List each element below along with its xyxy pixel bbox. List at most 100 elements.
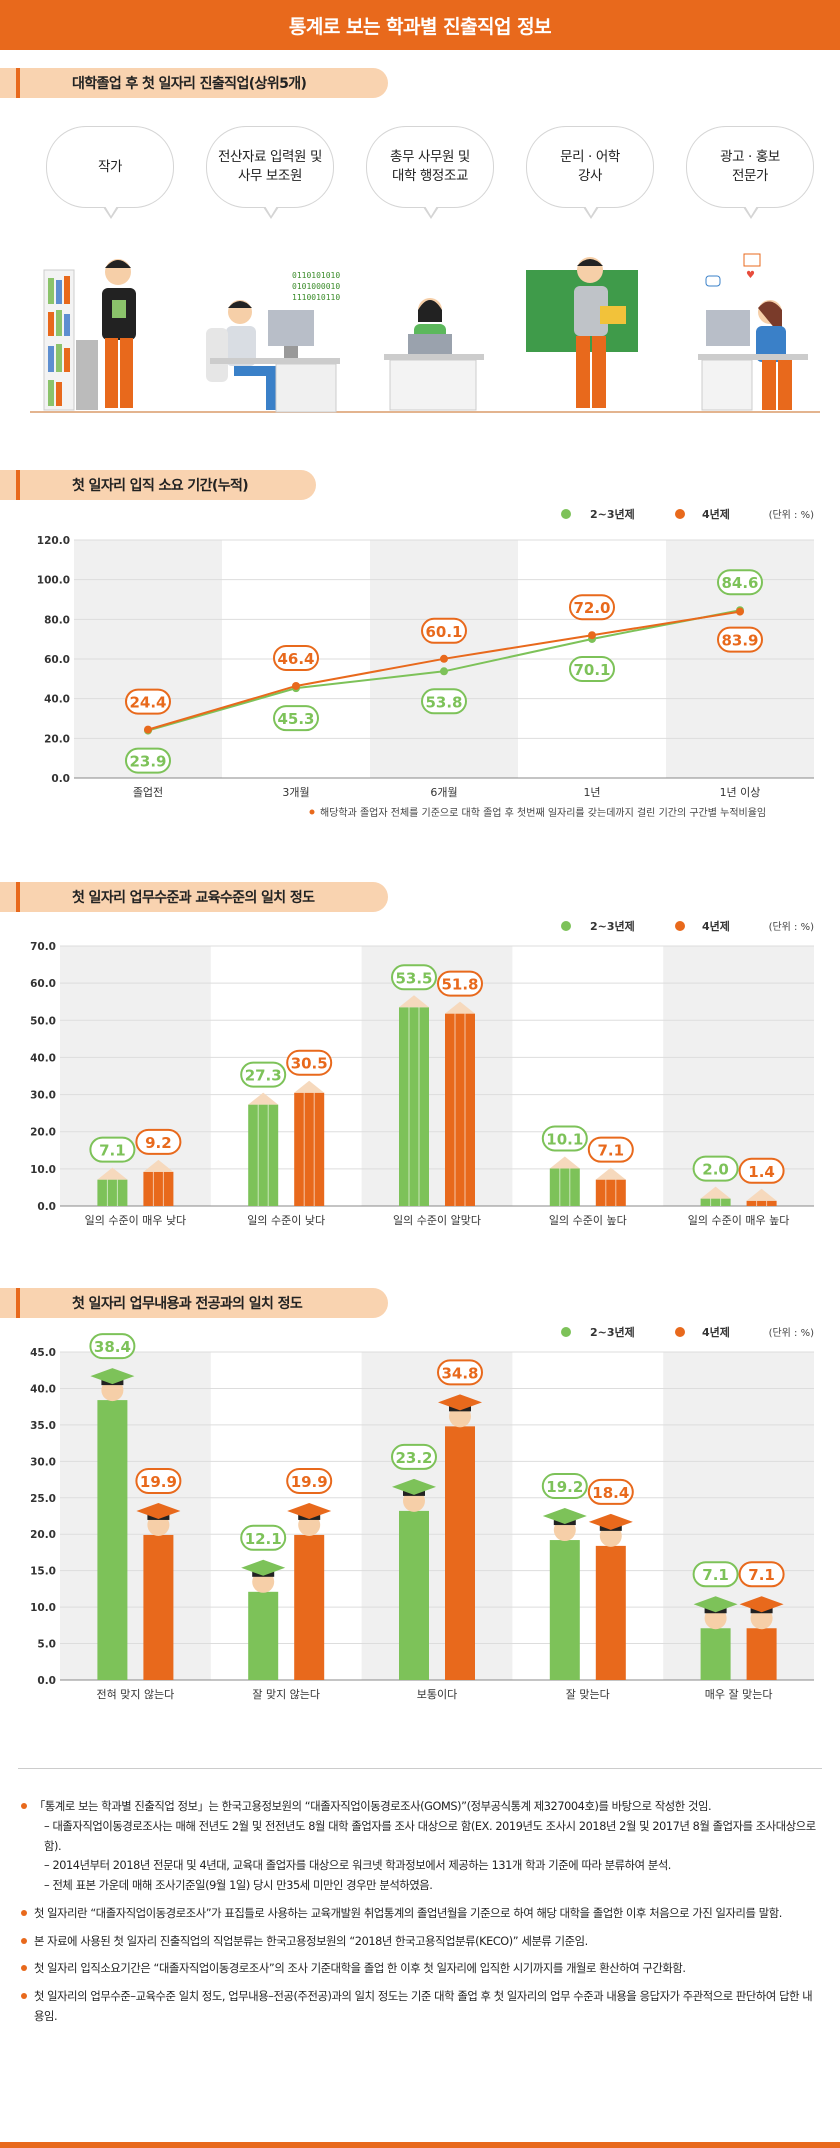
graduate-cap-s1 [392, 1478, 436, 1495]
bar-s2 [445, 1013, 475, 1206]
data-label-s2-box [286, 1049, 333, 1076]
y-tick-label: 20.0 [30, 1127, 56, 1139]
bar-s2 [445, 1426, 475, 1680]
series-point-1 [440, 667, 448, 676]
content-bar-chart: 2~3년제 4년제 (단위 : %) 0.0 5.0 10.0 15.0 20.0 25.0 30… [30, 1325, 815, 1701]
section-level-header: 첫 일자리 업무수준과 교육수준의 일치 정도 [0, 882, 388, 912]
y-tick-label: 80.0 [44, 614, 70, 626]
data-label-s2: 7.1 [748, 1566, 775, 1584]
x-tick-label: 3개월 [282, 786, 309, 799]
job-bubble-3: 총무 사무원 및 대학 행정조교 [366, 126, 494, 219]
pencil-tip-s1 [97, 1167, 128, 1180]
bar-s1 [700, 1198, 731, 1206]
note-text: 「통계로 보는 학과별 진출직업 정보」는 한국고용정보원의 “대졸자직업이동경… [34, 1800, 712, 1813]
pencil-tip-s1 [399, 995, 429, 1008]
y-tick-label: 10.0 [30, 1602, 56, 1614]
job-label-3: 총무 사무원 및 대학 행정조교 [390, 149, 470, 184]
binary-line-2: 0101000010 [292, 282, 340, 291]
bar-s1 [97, 1400, 128, 1680]
series-point-2 [588, 631, 596, 640]
data-label-s1: 2.0 [702, 1161, 729, 1179]
y-tick-label: 15.0 [30, 1566, 56, 1578]
x-tick-label: 잘 맞는다 [566, 1688, 610, 1701]
data-label-s2: 60.1 [425, 623, 462, 641]
bar-s1 [399, 1510, 429, 1680]
ad-expert-figure: ♥ [698, 253, 808, 411]
pencil-tip-s2 [595, 1167, 626, 1180]
job-bubble-4: 문리 · 어학 강사 [526, 126, 654, 219]
data-label-s1-box [391, 1443, 437, 1470]
unit-label: (단위 : %) [769, 1326, 815, 1339]
data-label-s2: 18.4 [592, 1484, 629, 1502]
y-tick-label: 40.0 [44, 694, 70, 706]
data-label-s2: 19.9 [291, 1473, 328, 1491]
data-label-s2: 19.9 [140, 1473, 177, 1491]
data-label-s2: 24.4 [129, 694, 166, 712]
y-tick-label: 120.0 [37, 535, 70, 547]
graduate-cap-s2 [287, 1502, 332, 1519]
series-point-2 [736, 607, 744, 616]
y-tick-label: 0.0 [37, 1201, 56, 1213]
section-content-title: 첫 일자리 업무내용과 전공과의 일치 정도 [72, 1296, 303, 1312]
binary-line-3: 1110010110 [292, 293, 340, 302]
data-label-s1: 10.1 [546, 1130, 583, 1148]
page-title: 통계로 보는 학과별 진출직업 정보 [288, 15, 552, 38]
job-label-5: 광고 · 홍보 전문가 [720, 149, 780, 184]
data-label-s2-box [437, 1359, 483, 1386]
section-period-header: 첫 일자리 입직 소요 기간(누적) [0, 470, 316, 500]
y-tick-label: 20.0 [30, 1529, 56, 1541]
data-label-s1: 12.1 [245, 1530, 282, 1548]
job-label-2: 전산자료 입력원 및 사무 보조원 [218, 149, 322, 184]
job-label-4: 문리 · 어학 강사 [560, 149, 620, 184]
graduate-cap-s1 [90, 1368, 135, 1385]
legend-marker-s2 [675, 509, 685, 519]
data-label-s2: 1.4 [748, 1163, 775, 1181]
y-tick-label: 50.0 [30, 1015, 56, 1027]
unit-label: (단위 : %) [769, 920, 815, 933]
section-content-header: 첫 일자리 업무내용과 전공과의 일치 정도 [0, 1288, 388, 1318]
title-bar: 통계로 보는 학과별 진출직업 정보 [0, 0, 840, 50]
period-line-chart: 2~3년제 4년제 (단위 : %) 0.0 20.0 40.0 60.0 80.0 100.0… [37, 507, 814, 819]
y-tick-label: 35.0 [30, 1420, 56, 1432]
x-tick-label: 일의 수준이 매우 낮다 [85, 1213, 187, 1227]
category-band [60, 946, 211, 1206]
bar-s1 [248, 1104, 279, 1206]
note-text: 본 자료에 사용된 첫 일자리 진출직업의 직업분류는 한국고용정보원의 “20… [34, 1934, 588, 1948]
data-label-s2-box [587, 1136, 634, 1163]
data-label-s1-box [125, 747, 171, 774]
data-label-s1-box [692, 1155, 739, 1182]
data-label-s1-box [89, 1333, 136, 1360]
data-label-s2-box [437, 970, 483, 997]
series-point-2 [440, 654, 448, 663]
svg-text:♥: ♥ [746, 270, 755, 281]
bar-s1 [549, 1168, 580, 1206]
graduate-cap-s1 [241, 1559, 286, 1576]
note-item: 첫 일자리의 업무수준–교육수준 일치 정도, 업무내용–전공(주전공)과의 일… [18, 1987, 822, 2027]
data-label-s2: 9.2 [145, 1134, 172, 1152]
data-label-s2: 72.0 [573, 599, 610, 617]
x-tick-label: 일의 수준이 낮다 [247, 1213, 325, 1227]
data-label-s1: 38.4 [94, 1338, 131, 1356]
data-label-s2-box [717, 626, 763, 653]
bar-s2 [746, 1200, 777, 1206]
legend-label-s2: 4년제 [702, 919, 730, 933]
x-tick-label: 일의 수준이 알맞다 [393, 1213, 481, 1227]
x-tick-label: 졸업전 [133, 786, 163, 799]
data-label-s2-box [738, 1157, 785, 1184]
x-tick-label: 전혀 맞지 않는다 [96, 1688, 174, 1701]
graduate-cap-s2 [588, 1513, 633, 1530]
graduate-cap-s2 [136, 1502, 181, 1519]
y-tick-label: 100.0 [37, 575, 70, 587]
data-label-s1-box [541, 1125, 588, 1152]
bar-s2 [294, 1534, 325, 1680]
section-level-title: 첫 일자리 업무수준과 교육수준의 일치 정도 [72, 890, 315, 906]
y-tick-label: 70.0 [30, 941, 56, 953]
data-label-s1-box [391, 964, 437, 991]
series-point-2 [292, 681, 300, 690]
data-label-s2-box [738, 1561, 785, 1588]
chart-footnote: 해당학과 졸업자 전체를 기준으로 대학 졸업 후 첫번째 일자리를 갖는데까지… [320, 806, 766, 819]
bar-s2 [143, 1171, 174, 1206]
x-tick-label: 일의 수준이 높다 [549, 1213, 627, 1227]
data-label-s1-box [89, 1136, 136, 1163]
data-label-s2: 46.4 [277, 650, 314, 668]
